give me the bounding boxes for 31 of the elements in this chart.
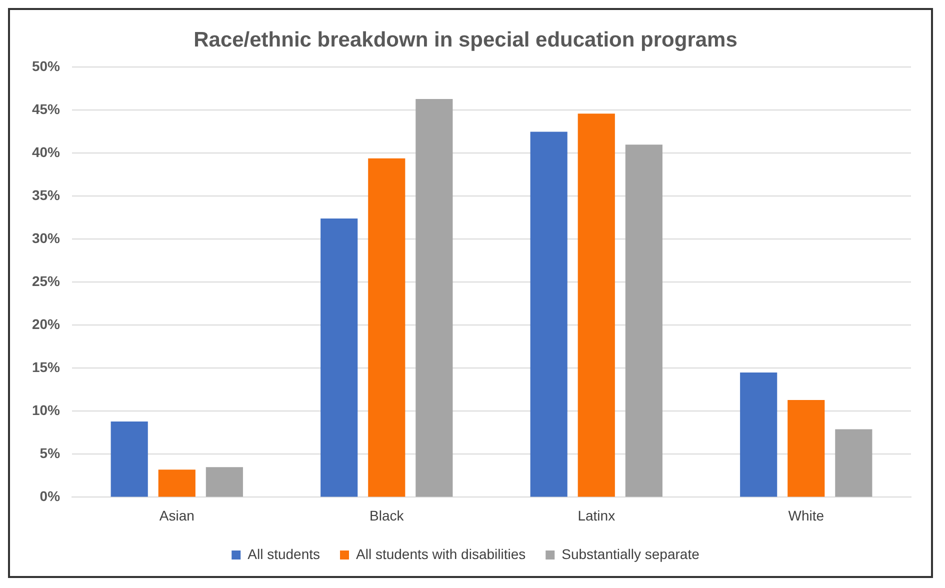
bar: [740, 372, 778, 497]
bar: [158, 470, 196, 497]
y-tick-label: 45%: [32, 101, 61, 118]
bar: [206, 467, 243, 497]
bar: [416, 99, 453, 497]
bar: [835, 429, 872, 497]
y-tick-label: 40%: [32, 144, 61, 160]
chart-title: Race/ethnic breakdown in special education programs: [194, 28, 738, 52]
y-tick-label: 10%: [32, 402, 61, 418]
x-tick-label: Latinx: [578, 507, 616, 524]
y-tick-label: 30%: [32, 230, 61, 246]
bar: [578, 114, 615, 497]
bar: [788, 400, 825, 497]
y-tick-label: 15%: [32, 359, 61, 376]
bar: [320, 218, 358, 497]
legend-label: All students: [248, 546, 320, 562]
y-tick-label: 5%: [40, 445, 61, 462]
y-tick-label: 35%: [32, 187, 61, 204]
legend-label: All students with disabilities: [356, 546, 526, 562]
y-tick-label: 25%: [32, 273, 61, 290]
x-tick-label: Asian: [159, 507, 194, 524]
bar: [530, 132, 568, 497]
bar: [110, 422, 148, 497]
y-tick-label: 20%: [32, 316, 61, 332]
x-tick-label: Black: [370, 507, 405, 524]
bar: [625, 144, 662, 497]
bar: [368, 158, 406, 497]
x-tick-label: White: [788, 507, 824, 524]
y-tick-label: 0%: [40, 488, 61, 504]
legend-label: Substantially separate: [562, 546, 700, 562]
y-tick-label: 50%: [32, 58, 61, 74]
